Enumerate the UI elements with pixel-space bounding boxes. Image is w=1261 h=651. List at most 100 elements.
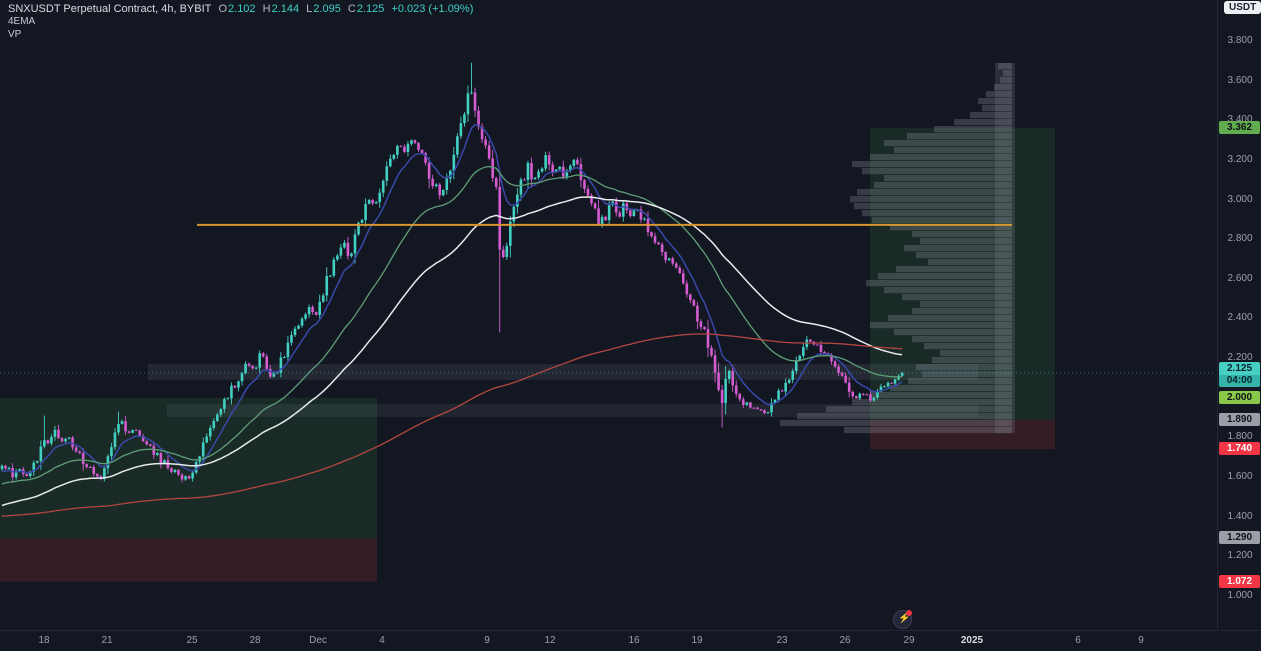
vp-bar	[940, 350, 1012, 357]
candle-body	[816, 344, 819, 346]
position-tools[interactable]	[0, 127, 1055, 582]
candle-body	[823, 351, 826, 354]
candle-body	[847, 382, 851, 392]
candle-body	[141, 436, 145, 442]
candles-layer	[0, 62, 904, 483]
ema-long-line[interactable]	[1, 333, 903, 517]
time-axis[interactable]: 18 21 25 28 Dec 4 9 12 16 19 23 26 29 2025 6 9	[0, 630, 1261, 651]
indicator-4ema-label[interactable]: 4EMA	[8, 16, 36, 27]
candle-body	[798, 355, 802, 361]
candle-body	[787, 379, 791, 383]
candle-body	[869, 394, 872, 401]
candle-body	[466, 93, 470, 115]
candle-body	[43, 440, 46, 447]
candle-body	[491, 158, 494, 179]
current-price-value: 2.125	[1219, 361, 1260, 375]
candle-body	[819, 344, 823, 352]
candle-body	[357, 222, 360, 235]
position-left-loss-zone[interactable]	[0, 538, 377, 582]
candle-body	[727, 370, 731, 379]
vp-bar	[912, 336, 1012, 343]
candle-body	[113, 432, 117, 448]
candle-body	[96, 473, 99, 477]
candle-body	[272, 373, 276, 377]
vp-bar	[986, 91, 1012, 98]
time-tick-23: 23	[776, 635, 788, 646]
ema-fast-line[interactable]	[1, 123, 903, 474]
position-left-profit-zone[interactable]	[0, 397, 377, 539]
candle-body	[353, 234, 357, 254]
candle-body	[343, 242, 346, 248]
candle-body	[720, 389, 724, 404]
candle-body	[544, 155, 547, 169]
vp-bar	[994, 84, 1012, 91]
candle-body	[664, 252, 667, 261]
time-tick-12: 12	[544, 635, 556, 646]
candle-body	[318, 301, 321, 315]
candle-body	[187, 476, 191, 479]
vp-bar	[954, 119, 1012, 126]
vp-bar	[862, 168, 1012, 175]
candle-body	[4, 465, 7, 469]
candle-body	[530, 162, 533, 180]
candle-body	[332, 259, 336, 276]
candle-body	[138, 430, 141, 437]
indicator-vp-label[interactable]: VP	[8, 29, 22, 40]
candle-body	[184, 476, 187, 480]
candle-body	[706, 329, 710, 348]
candle-body	[265, 356, 269, 369]
time-tick-4: 4	[379, 635, 385, 646]
vp-bar	[884, 287, 1012, 294]
chart-canvas[interactable]	[0, 0, 1216, 630]
candle-body	[586, 188, 590, 196]
candle-body	[46, 440, 50, 444]
candle-body	[92, 466, 96, 474]
candle-body	[742, 399, 745, 405]
band-0[interactable]	[148, 364, 978, 380]
price-chip-stop-left: 1.072	[1219, 574, 1260, 588]
vp-bar	[866, 280, 1012, 287]
candle-countdown: 04:00	[1219, 374, 1260, 387]
vp-bar	[1000, 77, 1012, 84]
band-1[interactable]	[167, 404, 978, 417]
price-axis[interactable]: 3.800 3.600 3.400 3.200 3.000 2.800 2.600 2.400…	[1217, 0, 1261, 630]
low-label: L	[306, 3, 313, 15]
candle-body	[879, 386, 883, 392]
ema-mid-line[interactable]	[1, 165, 903, 485]
vp-bar	[844, 427, 1012, 434]
position-right-profit-zone[interactable]	[870, 127, 1055, 420]
price-bands[interactable]	[148, 364, 978, 417]
candle-body	[614, 201, 618, 213]
currency-toggle-usdt[interactable]: USDT	[1224, 1, 1261, 14]
vp-bar	[857, 189, 1012, 196]
candle-body	[738, 393, 742, 400]
price-tick-3.200: 3.200	[1227, 153, 1253, 165]
symbol-row: SNXUSDT Perpetual Contract, 4h, BYBIT O2…	[8, 3, 477, 15]
price-chip-tp-left: 2.000	[1219, 390, 1260, 404]
position-right-loss-zone[interactable]	[870, 419, 1055, 450]
symbol-title[interactable]: SNXUSDT Perpetual Contract, 4h, BYBIT	[8, 3, 212, 15]
vp-bar	[890, 385, 1012, 392]
candlestick-chart[interactable]	[0, 0, 1216, 630]
candle-body	[240, 373, 244, 382]
candle-body	[328, 275, 332, 277]
candle-body	[862, 393, 865, 395]
candle-body	[230, 385, 233, 399]
ema-slow-line[interactable]	[1, 196, 903, 507]
candle-body	[893, 379, 897, 384]
chart-legend: SNXUSDT Perpetual Contract, 4h, BYBIT O2…	[8, 3, 477, 41]
candle-body	[293, 328, 297, 336]
candle-body	[745, 402, 749, 405]
candle-body	[233, 385, 237, 388]
candle-body	[53, 429, 57, 437]
candle-body	[494, 178, 498, 187]
price-chip-current: 2.125 04:00	[1219, 361, 1260, 387]
candle-body	[734, 385, 738, 394]
vp-bar	[998, 63, 1012, 70]
candle-body	[696, 305, 699, 322]
candle-body	[413, 140, 417, 143]
flash-events-button[interactable]: ⚡	[893, 610, 912, 629]
candle-body	[364, 203, 367, 221]
candle-body	[516, 194, 519, 207]
